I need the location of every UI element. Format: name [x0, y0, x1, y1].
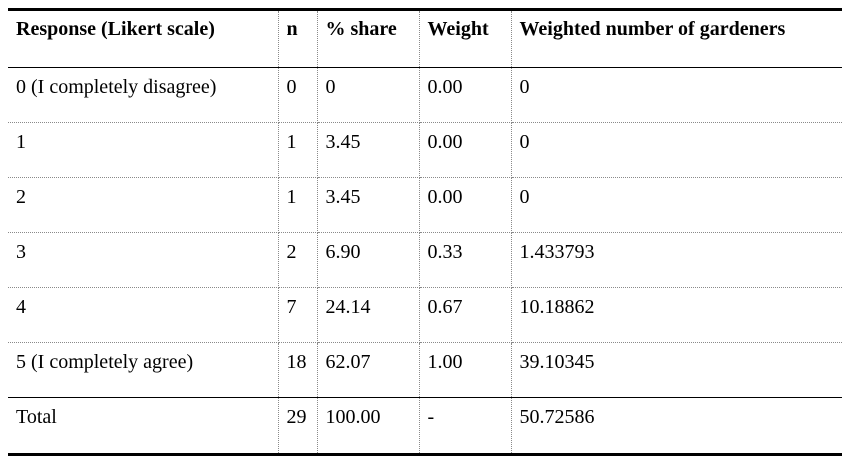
cell-weighted-gardeners: 0: [510, 67, 842, 123]
likert-weighting-table: Response (Likert scale) n % share Weight…: [8, 8, 842, 456]
header-response: Response (Likert scale): [8, 8, 279, 68]
cell-n: 2: [277, 232, 318, 288]
cell-weight: 0.00: [418, 67, 512, 123]
cell-weighted-gardeners: 0: [510, 122, 842, 178]
header-row: Response (Likert scale) n % share Weight…: [8, 8, 842, 68]
cell-weighted-gardeners: 10.18862: [510, 287, 842, 343]
cell-n: 18: [277, 342, 318, 398]
cell-weighted-gardeners: 39.10345: [510, 342, 842, 398]
total-weighted-gardeners: 50.72586: [510, 397, 842, 456]
header-weighted-gardeners: Weighted number of gardeners: [510, 8, 842, 68]
table-row: 5 (I completely agree) 18 62.07 1.00 39.…: [8, 342, 842, 398]
table-row: 4 7 24.14 0.67 10.18862: [8, 287, 842, 343]
data-table-container: Response (Likert scale) n % share Weight…: [8, 8, 842, 456]
cell-weight: 1.00: [418, 342, 512, 398]
cell-weight: 0.67: [418, 287, 512, 343]
table-row: 1 1 3.45 0.00 0: [8, 122, 842, 178]
cell-n: 0: [277, 67, 318, 123]
header-n: n: [277, 8, 318, 68]
table-row: 0 (I completely disagree) 0 0 0.00 0: [8, 67, 842, 123]
total-share: 100.00: [316, 397, 420, 456]
total-weight: -: [418, 397, 512, 456]
table-header: Response (Likert scale) n % share Weight…: [8, 8, 842, 68]
table-row: 3 2 6.90 0.33 1.433793: [8, 232, 842, 288]
cell-share: 3.45: [316, 177, 420, 233]
cell-weight: 0.00: [418, 177, 512, 233]
cell-response: 1: [8, 122, 279, 178]
cell-weighted-gardeners: 0: [510, 177, 842, 233]
cell-n: 1: [277, 177, 318, 233]
cell-response: 5 (I completely agree): [8, 342, 279, 398]
cell-n: 1: [277, 122, 318, 178]
cell-response: 2: [8, 177, 279, 233]
cell-share: 3.45: [316, 122, 420, 178]
cell-share: 0: [316, 67, 420, 123]
cell-share: 6.90: [316, 232, 420, 288]
cell-weighted-gardeners: 1.433793: [510, 232, 842, 288]
header-weight: Weight: [418, 8, 512, 68]
total-row: Total 29 100.00 - 50.72586: [8, 397, 842, 456]
table-row: 2 1 3.45 0.00 0: [8, 177, 842, 233]
table-body: 0 (I completely disagree) 0 0 0.00 0 1 1…: [8, 67, 842, 456]
cell-response: 3: [8, 232, 279, 288]
header-share: % share: [316, 8, 420, 68]
total-n: 29: [277, 397, 318, 456]
cell-weight: 0.33: [418, 232, 512, 288]
cell-n: 7: [277, 287, 318, 343]
total-label: Total: [8, 397, 279, 456]
cell-share: 62.07: [316, 342, 420, 398]
cell-share: 24.14: [316, 287, 420, 343]
cell-response: 0 (I completely disagree): [8, 67, 279, 123]
cell-response: 4: [8, 287, 279, 343]
cell-weight: 0.00: [418, 122, 512, 178]
